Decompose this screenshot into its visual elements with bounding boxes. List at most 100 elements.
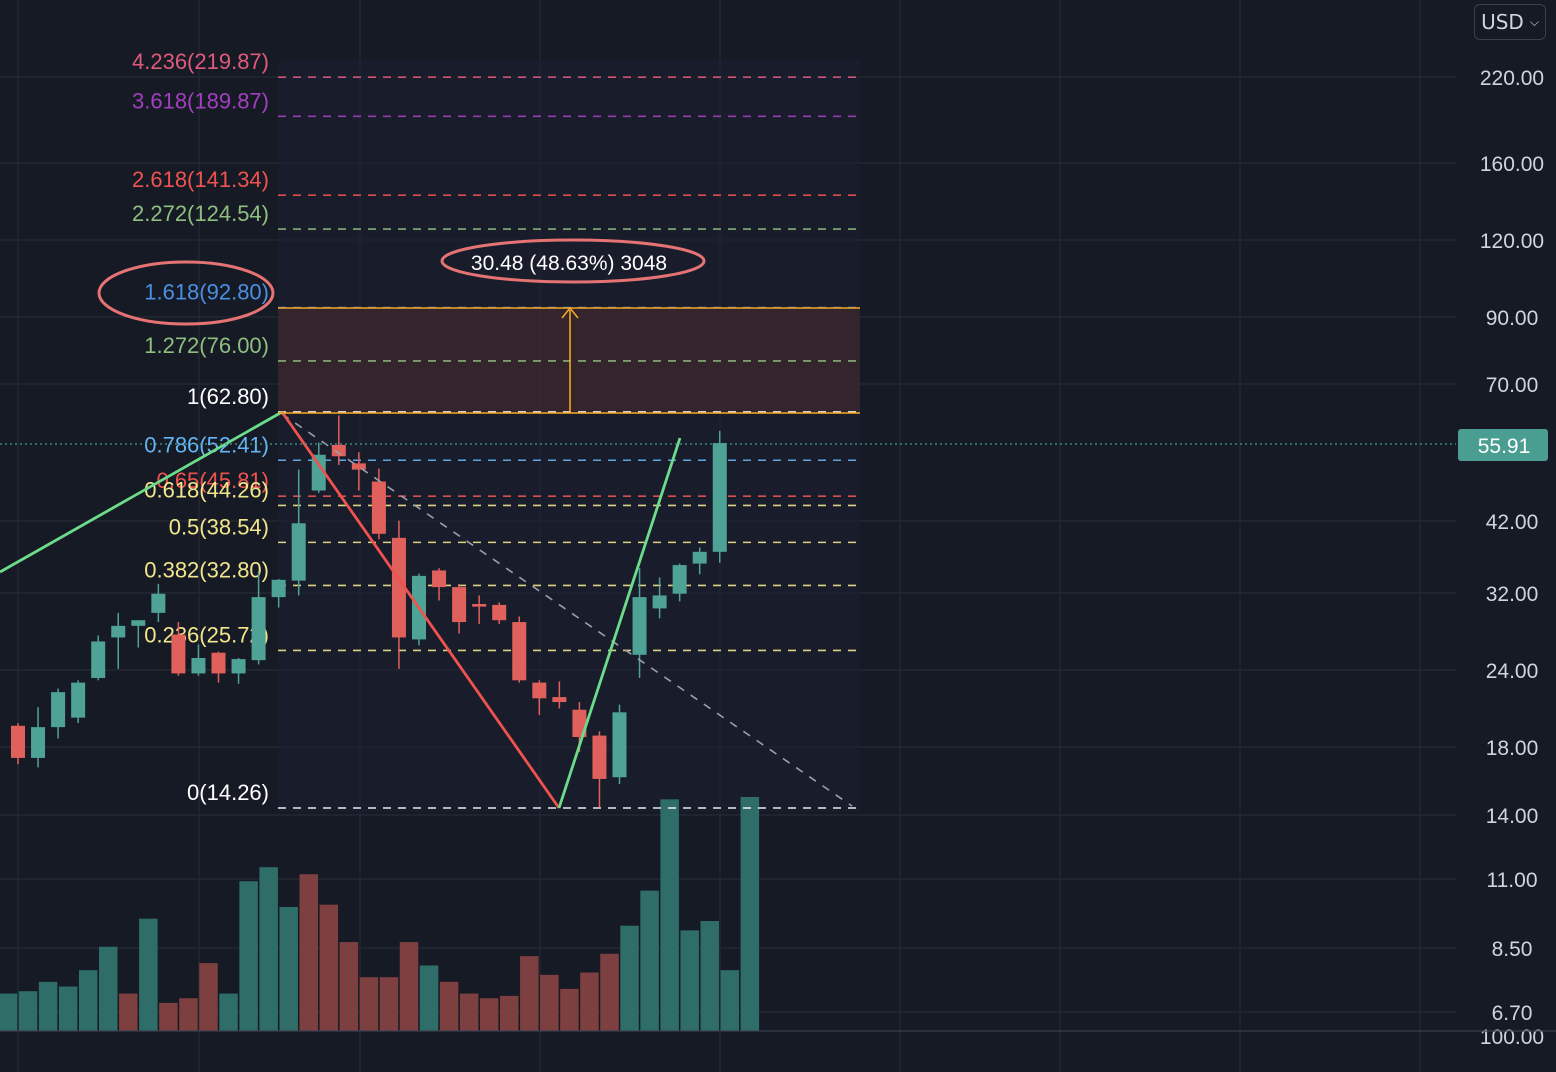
drawing-overlays: 30.48 (48.63%) 3048: [0, 238, 860, 809]
volume-bar: [700, 921, 719, 1031]
fib-level-label: 0.618(44.26): [144, 477, 269, 502]
fib-level-label: 0.382(32.80): [144, 557, 269, 582]
candle-body: [91, 641, 106, 678]
zigzag-red-down: [280, 411, 561, 809]
price-tick-label: 6.70: [1492, 1002, 1533, 1025]
candle-body: [311, 454, 326, 491]
fib-level-label: 2.272(124.54): [132, 201, 269, 226]
volume-bar: [680, 930, 699, 1031]
fib-level-label: 0.236(25.72): [144, 622, 269, 647]
volume-bar: [479, 998, 499, 1031]
candle-body: [231, 659, 246, 674]
candle-body: [131, 620, 146, 626]
price-axis[interactable]: 220.00 160.00 120.00 90.00 70.00 42.00 32.00 24…: [1480, 67, 1544, 1049]
candle-body: [692, 551, 707, 564]
candle-body: [632, 597, 647, 655]
candle-body: [271, 579, 286, 598]
trend-dashed-line: [281, 413, 853, 807]
candle-body: [171, 634, 186, 674]
volume-bar: [159, 1002, 178, 1031]
volume-bar: [560, 988, 579, 1031]
volume-bar: [339, 942, 359, 1031]
volume-bar: [660, 799, 679, 1031]
candle-body: [572, 709, 587, 738]
volume-bar: [399, 942, 419, 1031]
candle-body: [532, 682, 547, 699]
fib-level-label: 0.786(52.41): [144, 432, 269, 457]
currency-selector-button[interactable]: USD ⌵: [1474, 4, 1546, 40]
currency-label: USD: [1481, 10, 1524, 34]
fib-level-label: 0.5(38.54): [169, 514, 269, 539]
candle-body: [652, 595, 667, 609]
volume-bar: [219, 993, 238, 1031]
measure-label: 30.48 (48.63%) 3048: [471, 252, 667, 275]
candle-body: [291, 523, 306, 581]
price-tick-label-partial: 100.00: [1480, 1026, 1544, 1049]
volume-bar: [359, 977, 379, 1031]
volume-bar: [58, 986, 78, 1031]
current-price-tag-bg: [1458, 429, 1548, 461]
fib-level-label: 1.618(92.80): [144, 280, 269, 305]
candle-body: [11, 725, 25, 758]
volume-bar: [620, 925, 639, 1031]
candle-body: [211, 652, 226, 674]
candle-body: [492, 604, 507, 621]
fib-level-label: 1.272(76.00): [144, 333, 269, 358]
volume-bar: [720, 970, 740, 1031]
candle-body: [472, 604, 487, 607]
candle-body: [151, 593, 166, 613]
volume-bar: [319, 904, 339, 1031]
volume-bar: [119, 993, 138, 1031]
volume-bar: [540, 974, 559, 1031]
price-tick-label: 8.50: [1492, 938, 1533, 961]
volume-bar: [199, 963, 218, 1031]
candle-body: [712, 443, 727, 552]
price-tick-label: 11.00: [1487, 869, 1538, 892]
volume-bar: [99, 946, 118, 1031]
price-tick-label: 120.00: [1480, 230, 1544, 253]
highlight-ellipse-measure: [440, 238, 706, 284]
volume-bar: [640, 890, 659, 1031]
fib-level-label: 1(62.80): [187, 384, 269, 409]
volume-bar: [279, 906, 298, 1031]
price-tick-label: 18.00: [1486, 737, 1539, 760]
volume-bar: [580, 972, 599, 1031]
volume-bar: [38, 981, 58, 1031]
candle-body: [672, 565, 687, 594]
candle-body: [612, 712, 627, 778]
fib-zone-background: [278, 60, 860, 812]
zigzag-green-recovery: [557, 437, 682, 809]
volume-bar: [239, 881, 258, 1031]
volume-bar: [740, 797, 760, 1031]
candle-body: [351, 463, 366, 470]
volume-bar: [139, 918, 158, 1031]
volume-bar: [179, 998, 198, 1031]
price-tick-label: 14.00: [1486, 805, 1539, 828]
candle-body: [371, 481, 386, 534]
candle-body: [111, 625, 126, 638]
current-price-tag: 55.91: [1458, 429, 1548, 461]
price-tick-label: 32.00: [1486, 583, 1539, 606]
price-tick-label: 90.00: [1486, 307, 1539, 330]
price-tick-label: 160.00: [1480, 153, 1544, 176]
chevron-down-icon: ⌵: [1529, 14, 1539, 29]
volume-bar: [259, 867, 278, 1031]
volume-bar: [459, 993, 479, 1031]
price-tick-label: 42.00: [1486, 511, 1539, 534]
volume-bar: [600, 953, 619, 1031]
volume-bar: [500, 995, 519, 1031]
volume-bar: [379, 977, 399, 1031]
candle-body: [71, 682, 86, 718]
volume-bar: [520, 956, 539, 1031]
candle-body: [452, 587, 467, 623]
volume-bar: [439, 981, 459, 1031]
volume-bar: [0, 993, 18, 1031]
candle-body: [31, 727, 46, 758]
price-tick-label: 70.00: [1486, 374, 1539, 397]
zigzag-green-up: [0, 410, 283, 574]
candle-body: [391, 537, 406, 638]
fib-levels: 4.236(219.87) 3.618(189.87) 2.618(141.34) 2…: [132, 49, 860, 809]
volume-bar: [419, 965, 439, 1031]
candle-body: [592, 735, 607, 779]
